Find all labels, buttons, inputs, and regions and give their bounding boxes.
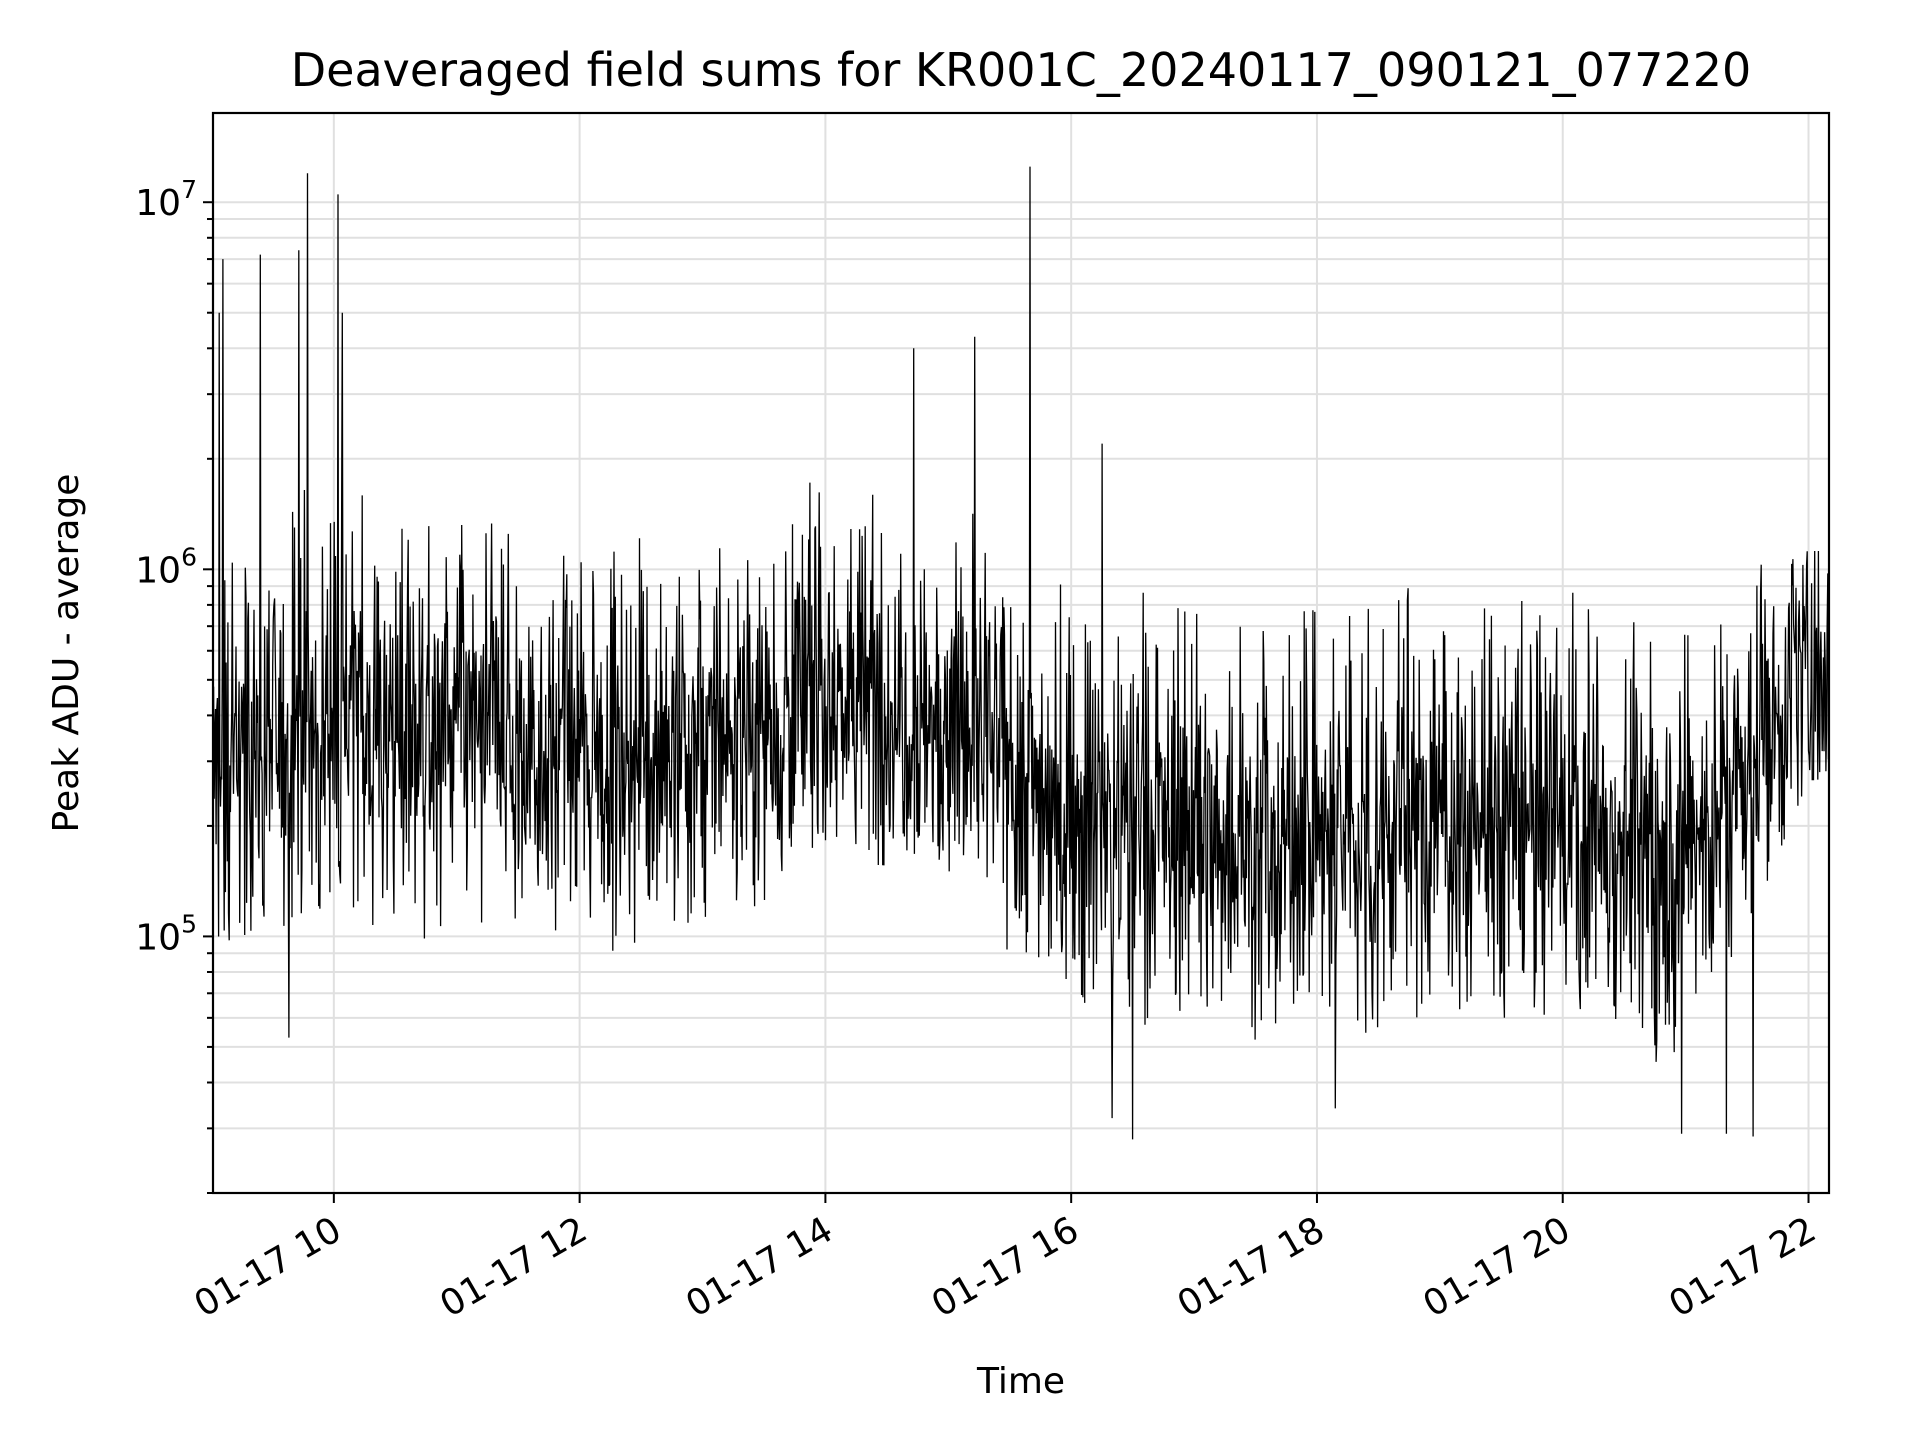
y-axis-label: Peak ADU - average (46, 474, 87, 833)
y-tick-exponent: 6 (181, 542, 197, 571)
y-tick-base: 10 (135, 917, 181, 958)
y-tick-base: 10 (135, 550, 181, 591)
y-tick-exponent: 7 (181, 175, 197, 204)
y-tick-exponent: 5 (181, 909, 197, 938)
plot-area (212, 166, 1830, 1140)
y-tick-label: 107 (135, 175, 197, 224)
chart-title: Deaveraged field sums for KR001C_2024011… (291, 43, 1752, 97)
series-line (212, 166, 1830, 1140)
x-axis-label: Time (976, 1361, 1065, 1402)
axes-frame (211, 111, 1831, 1195)
y-tick-label: 106 (135, 542, 197, 591)
y-tick-base: 10 (135, 183, 181, 224)
y-tick-label: 105 (135, 909, 197, 958)
